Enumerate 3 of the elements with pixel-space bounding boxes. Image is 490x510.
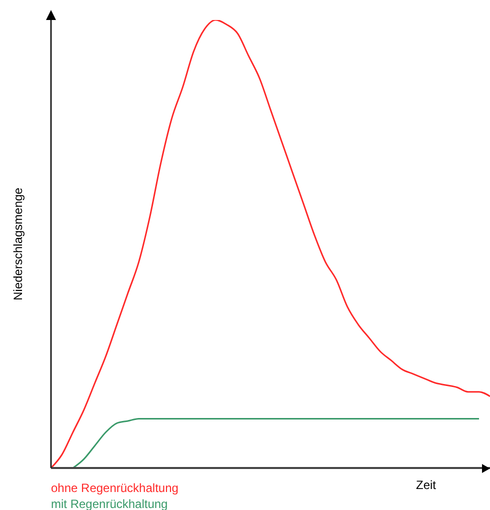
x-axis-title: Zeit bbox=[416, 478, 436, 492]
series-label: ohne Regenrückhaltung bbox=[51, 480, 178, 496]
y-axis-title: Niederschlagsmenge bbox=[11, 188, 25, 300]
